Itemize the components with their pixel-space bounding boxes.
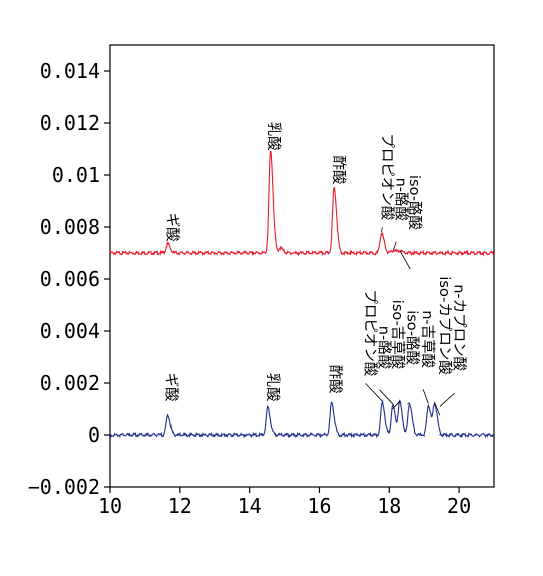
peak-point (167, 414, 169, 417)
x-tick-label: 16 (307, 494, 331, 518)
blue-peak-label: iso-カプロン酸 (436, 276, 453, 375)
peak-point (331, 401, 333, 404)
red-peak-label: iso-酪酸 (406, 175, 423, 230)
peak-point (380, 232, 383, 235)
red-peak-label: 乳酸 (265, 122, 282, 151)
red-leader-line (381, 227, 383, 233)
blue-leader-line (365, 383, 383, 402)
blue-leader-line (407, 402, 410, 405)
peak-point (399, 401, 401, 404)
red-peak-label: 酢酸 (330, 156, 347, 185)
red-leader-line (393, 241, 397, 251)
y-tick-label: 0.01 (52, 163, 100, 187)
red-peak-label: プロピオン酸 (378, 133, 395, 220)
y-tick-label: 0.008 (40, 215, 100, 239)
peak-point (381, 401, 383, 404)
blue-peak-label: プロピオン酸 (362, 289, 379, 376)
peak-point (167, 243, 169, 245)
peak-point (392, 404, 394, 406)
red-leader-line (399, 250, 411, 270)
peak-point (392, 249, 395, 251)
blue-leader-line (392, 400, 401, 410)
peak-point (269, 151, 272, 153)
y-tick-label: −0.002 (28, 475, 100, 499)
peak-point (439, 434, 441, 436)
blue-peak-label: 乳酸 (264, 373, 281, 402)
peak-point (408, 403, 411, 405)
x-tick-label: 14 (238, 494, 262, 518)
red-peak-label: ギ酸 (164, 213, 181, 242)
peak-point (333, 187, 335, 189)
x-tick-label: 10 (98, 494, 122, 518)
x-tick-label: 20 (447, 494, 471, 518)
x-tick-label: 18 (377, 494, 401, 518)
blue-leader-line (422, 389, 429, 404)
chart-plot-area (109, 150, 495, 439)
peak-point (427, 404, 429, 406)
blue-peak-label: iso-吉草酸 (389, 300, 406, 370)
peak-point (279, 247, 281, 249)
y-tick-label: 0.012 (40, 111, 100, 135)
blue-peak-label: n-カプロン酸 (451, 284, 468, 371)
blue-leader-line (379, 389, 394, 405)
blue-leader-line (439, 392, 455, 407)
blue-leader-line (434, 402, 441, 416)
x-tick-label: 12 (168, 494, 192, 518)
red-peak-label: n-酪酸 (392, 178, 409, 222)
series-line-0 (109, 150, 495, 257)
plot-frame (109, 44, 495, 488)
blue-peak-label: n-吉草酸 (419, 310, 436, 368)
blue-peak-label: n-酪酸 (375, 326, 392, 370)
chart-axes: −0.002 0 0.002 0.004 0.006 0.008 0.01 0.012 0.01… (28, 44, 495, 518)
peak-point (267, 407, 269, 409)
y-tick-label: 0.014 (40, 59, 100, 83)
blue-peak-label: ギ酸 (163, 373, 180, 402)
series-line-1 (109, 399, 495, 439)
blue-peak-label: iso-酪酸 (403, 310, 420, 365)
y-tick-label: 0.006 (40, 267, 100, 291)
blue-peak-label: 酢酸 (327, 365, 344, 394)
y-tick-label: 0.002 (40, 371, 100, 395)
y-tick-label: 0 (88, 423, 100, 447)
y-tick-label: 0.004 (40, 319, 100, 343)
